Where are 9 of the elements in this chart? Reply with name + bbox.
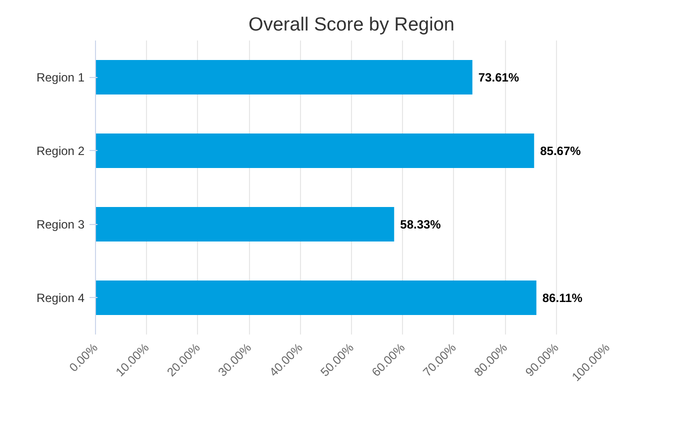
data-label: 58.33% <box>400 217 442 232</box>
data-label: 73.61% <box>478 70 520 84</box>
y-tick-label: Region 2 <box>36 144 85 158</box>
data-label: 86.11% <box>542 290 583 305</box>
y-tick-label: Region 3 <box>36 217 85 232</box>
y-tick-label: Region 1 <box>36 70 85 84</box>
y-tick-label: Region 4 <box>36 290 85 305</box>
data-label: 85.67% <box>540 144 582 158</box>
chart-title: Overall Score by Region <box>248 14 454 36</box>
